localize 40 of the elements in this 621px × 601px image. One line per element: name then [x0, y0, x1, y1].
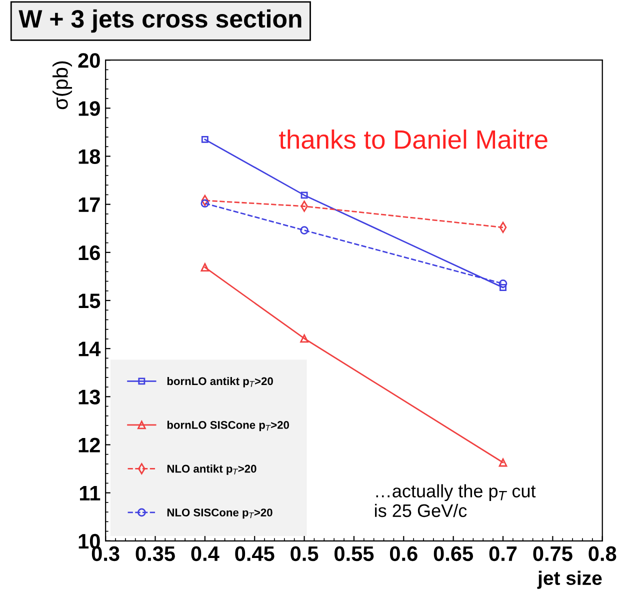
y-tick-label: 10: [78, 534, 100, 549]
annotation: thanks to Daniel Maitre: [279, 130, 548, 149]
legend-label: NLO antikt p$_{T}$>20: [167, 464, 256, 475]
x-tick-label: 0.7: [489, 546, 517, 562]
x-tick-label: 0.6: [390, 546, 418, 562]
y-tick-label: 14: [78, 342, 101, 356]
x-tick-label: 0.5: [290, 546, 318, 562]
y-tick-label: 16: [78, 245, 100, 260]
x-tick-label: 0.3: [92, 546, 120, 562]
point: [200, 263, 210, 272]
x-tick-label: 0.8: [588, 546, 616, 562]
y-tick-label: 13: [78, 390, 100, 404]
y-tick-label: 12: [78, 438, 100, 452]
y-tick-label: 19: [78, 101, 100, 116]
text: …actually the p$_{T}$ cut is 25 GeV/c: [375, 484, 536, 518]
legend-label: NLO SISCone p$_{T}$>20: [167, 508, 272, 519]
x-tick-label: 0.4: [191, 546, 220, 562]
point: [300, 226, 308, 234]
point: [300, 334, 308, 343]
point: [200, 199, 210, 208]
point: [201, 136, 208, 143]
y-tick-label: 17: [78, 198, 100, 212]
point: [498, 280, 508, 288]
x-tick-label: 0.35: [136, 546, 175, 562]
x-tick-label: 0.65: [434, 546, 474, 562]
y-tick-label: 15: [78, 294, 100, 308]
y-tick-label: 20: [78, 53, 100, 68]
legend-label: bornLO antikt p$_{T}$>20: [167, 376, 273, 388]
x-tick-label: 0.55: [334, 546, 374, 562]
point: [500, 284, 506, 291]
x-tick-label: 0.45: [235, 546, 274, 562]
chart-title: W + 3 jets cross section: [18, 9, 302, 33]
y-tick-label: 18: [78, 149, 100, 164]
point: [498, 458, 508, 467]
point: [300, 192, 308, 199]
x-axis-title: jet size: [537, 570, 602, 589]
x-tick-label: 0.75: [533, 546, 572, 562]
y-axis-title: σ(pb): [52, 61, 72, 110]
legend-label: bornLO SISCone p$_{T}$>20: [167, 420, 289, 432]
y-tick-label: 11: [80, 486, 100, 500]
